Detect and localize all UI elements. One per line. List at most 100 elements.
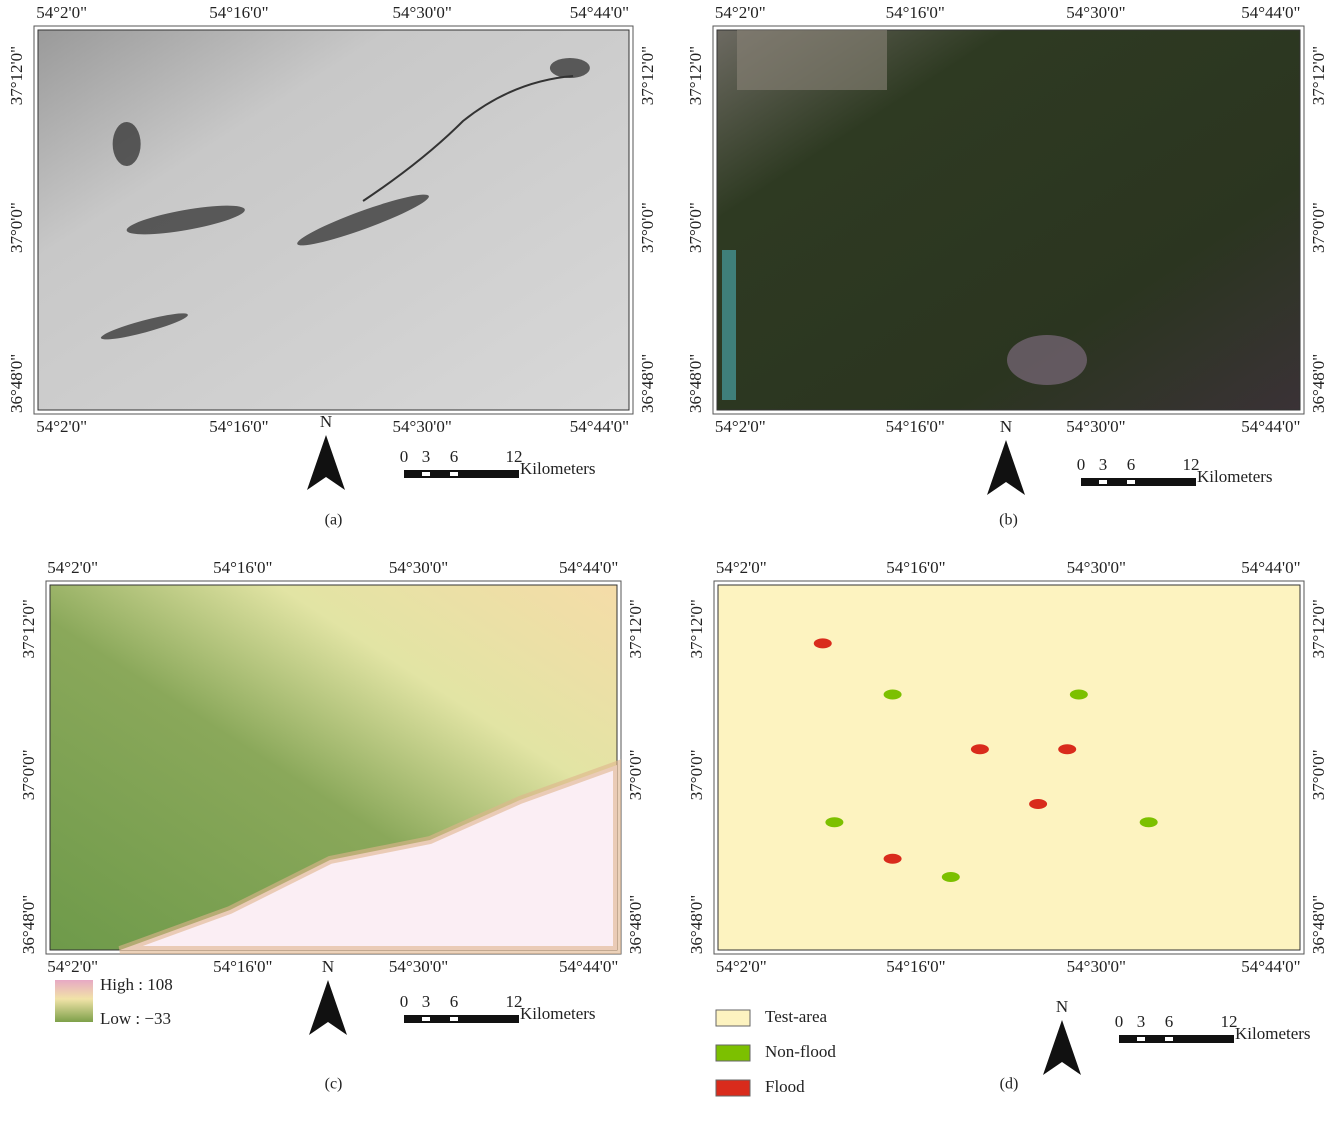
scale-tick-label: 3 <box>422 992 431 1011</box>
lon-label-bottom: 54°44'0" <box>1241 957 1300 976</box>
scale-tick-label: 3 <box>1099 455 1108 474</box>
lat-label-left: 37°0'0" <box>686 202 705 253</box>
lon-label-bottom: 54°16'0" <box>886 957 945 976</box>
lon-label-bottom: 54°2'0" <box>715 417 766 436</box>
legend-high: High : 108 <box>100 975 173 994</box>
lat-label-left: 36°48'0" <box>686 354 705 413</box>
scale-bar <box>404 1015 519 1023</box>
lon-label-top: 54°16'0" <box>213 558 272 577</box>
north-arrow <box>1043 1020 1081 1075</box>
lon-label-top: 54°2'0" <box>715 3 766 22</box>
lon-label-bottom: 54°16'0" <box>213 957 272 976</box>
lat-label-left: 37°12'0" <box>686 46 705 105</box>
panel-caption: (a) <box>325 512 343 529</box>
lat-label-left: 37°0'0" <box>687 749 706 800</box>
north-label: N <box>320 412 332 431</box>
lat-label-right: 36°48'0" <box>1309 895 1328 954</box>
scale-tick-label: 0 <box>1115 1012 1124 1031</box>
lon-label-top: 54°30'0" <box>1066 3 1125 22</box>
scale-bar-white <box>1165 1037 1173 1041</box>
panel-caption: (d) <box>1000 1076 1019 1093</box>
scale-tick-label: 3 <box>1137 1012 1146 1031</box>
class-patch <box>942 872 960 882</box>
class-patch <box>1058 744 1076 754</box>
bare-land <box>737 30 887 90</box>
water <box>722 250 736 400</box>
dark-feature <box>550 58 590 78</box>
class-patch <box>884 690 902 700</box>
lon-label-top: 54°16'0" <box>209 3 268 22</box>
legend-low: Low : −33 <box>100 1009 171 1028</box>
lat-label-right: 36°48'0" <box>1309 354 1328 413</box>
lon-label-top: 54°2'0" <box>716 558 767 577</box>
north-label: N <box>1056 997 1068 1016</box>
map-panel: 54°2'0"54°16'0"54°30'0"54°44'0"54°2'0"54… <box>687 558 1328 1096</box>
urban <box>1007 335 1087 385</box>
lon-label-top: 54°2'0" <box>47 558 98 577</box>
map-image <box>718 585 1300 950</box>
lon-label-top: 54°2'0" <box>36 3 87 22</box>
lon-label-top: 54°16'0" <box>886 3 945 22</box>
lon-label-bottom: 54°30'0" <box>1067 957 1126 976</box>
lat-label-left: 37°0'0" <box>19 749 38 800</box>
scale-bar-white <box>450 472 458 476</box>
lon-label-bottom: 54°30'0" <box>389 957 448 976</box>
lat-label-right: 37°12'0" <box>638 46 657 105</box>
map-panel: 54°2'0"54°16'0"54°30'0"54°44'0"54°2'0"54… <box>7 3 657 529</box>
legend-gradient <box>55 980 93 1022</box>
scale-bar <box>404 470 519 478</box>
lon-label-top: 54°16'0" <box>886 558 945 577</box>
scale-bar-white <box>422 1017 430 1021</box>
scale-unit: Kilometers <box>1235 1024 1311 1043</box>
north-arrow <box>309 980 347 1035</box>
scale-tick-label: 0 <box>400 447 409 466</box>
class-patch <box>825 817 843 827</box>
scale-bar <box>1119 1035 1234 1043</box>
class-patch <box>814 638 832 648</box>
lon-label-top: 54°44'0" <box>1241 558 1300 577</box>
scale-tick-label: 0 <box>1077 455 1086 474</box>
lat-label-right: 37°0'0" <box>638 202 657 253</box>
legend-swatch <box>716 1045 750 1061</box>
class-patch <box>884 854 902 864</box>
legend-label: Test-area <box>765 1007 827 1026</box>
panel-caption: (b) <box>999 512 1018 529</box>
north-label: N <box>1000 417 1012 436</box>
lat-label-right: 37°12'0" <box>1309 46 1328 105</box>
lat-label-right: 37°12'0" <box>626 599 645 658</box>
lat-label-left: 37°12'0" <box>687 599 706 658</box>
dark-feature <box>113 122 141 166</box>
scale-bar-white <box>1099 480 1107 484</box>
lon-label-bottom: 54°2'0" <box>36 417 87 436</box>
scale-tick-label: 0 <box>400 992 409 1011</box>
lat-label-right: 36°48'0" <box>638 354 657 413</box>
lat-label-right: 37°0'0" <box>1309 202 1328 253</box>
lat-label-left: 36°48'0" <box>687 895 706 954</box>
lat-label-left: 36°48'0" <box>7 354 26 413</box>
lon-label-top: 54°44'0" <box>570 3 629 22</box>
legend-label: Flood <box>765 1077 805 1096</box>
panel-caption: (c) <box>325 1076 343 1093</box>
class-patch <box>971 744 989 754</box>
scale-bar <box>1081 478 1196 486</box>
scale-tick-label: 6 <box>450 992 459 1011</box>
scale-tick-label: 6 <box>450 447 459 466</box>
north-label: N <box>322 957 334 976</box>
lat-label-left: 37°12'0" <box>19 599 38 658</box>
lon-label-bottom: 54°2'0" <box>47 957 98 976</box>
lon-label-top: 54°30'0" <box>1067 558 1126 577</box>
north-arrow <box>987 440 1025 495</box>
scale-unit: Kilometers <box>520 1004 596 1023</box>
north-arrow <box>307 435 345 490</box>
map-panel: 54°2'0"54°16'0"54°30'0"54°44'0"54°2'0"54… <box>686 3 1328 529</box>
lon-label-top: 54°30'0" <box>389 558 448 577</box>
lon-label-bottom: 54°44'0" <box>559 957 618 976</box>
lat-label-right: 36°48'0" <box>626 895 645 954</box>
lat-label-left: 37°12'0" <box>7 46 26 105</box>
legend-swatch <box>716 1080 750 1096</box>
lat-label-left: 37°0'0" <box>7 202 26 253</box>
lon-label-bottom: 54°16'0" <box>209 417 268 436</box>
scale-unit: Kilometers <box>1197 467 1273 486</box>
scale-bar-white <box>1127 480 1135 484</box>
lon-label-top: 54°44'0" <box>1241 3 1300 22</box>
